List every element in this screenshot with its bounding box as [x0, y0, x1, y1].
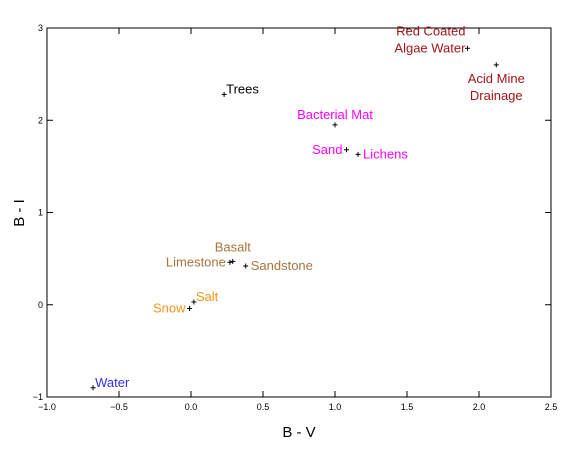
point-label: Limestone: [166, 254, 226, 269]
y-axis-title: B - I: [11, 199, 28, 227]
x-tick-label: −1.0: [38, 402, 56, 412]
point-label-line: Salt: [196, 289, 219, 304]
y-axis-ticks: −1 0 1 2 3: [33, 23, 551, 402]
y-tick-label: 2: [38, 115, 43, 125]
point-label: Snow: [153, 300, 186, 315]
point-label-line: Drainage: [470, 88, 523, 103]
point-sand: Sand: [312, 142, 350, 157]
point-label-line: Sandstone: [251, 258, 313, 273]
x-axis-ticks: −1.0 −0.5 0.0 0.5 1.0 1.5 2.0 2.5: [38, 28, 557, 412]
point-basalt: Basalt: [215, 239, 252, 264]
point-label-line: Water: [95, 375, 130, 390]
point-label: Salt: [196, 289, 219, 304]
point-acid-mine-drainage: Acid Mine Drainage: [468, 62, 525, 103]
point-label: Acid Mine Drainage: [468, 71, 525, 103]
point-label: Bacterial Mat: [297, 107, 373, 122]
x-tick-label: 1.0: [329, 402, 342, 412]
point-label-line: Algae Water: [394, 40, 466, 55]
point-label-line: Limestone: [166, 254, 226, 269]
x-tick-label: 2.0: [473, 402, 486, 412]
y-tick-label: 0: [38, 300, 43, 310]
x-axis-title: B - V: [282, 424, 315, 441]
x-tick-label: 1.5: [401, 402, 414, 412]
point-label: Lichens: [363, 146, 408, 161]
point-label: Trees: [226, 81, 259, 96]
point-lichens: Lichens: [355, 146, 408, 161]
point-bacterial-mat: Bacterial Mat: [297, 107, 373, 128]
point-label: Water: [95, 375, 130, 390]
point-label: Sandstone: [251, 258, 313, 273]
point-label-line: Trees: [226, 81, 259, 96]
x-tick-label: 0.0: [185, 402, 198, 412]
point-salt: Salt: [191, 289, 219, 305]
point-label: Basalt: [215, 239, 252, 254]
point-sandstone: Sandstone: [243, 258, 313, 273]
x-tick-label: 2.5: [545, 402, 558, 412]
point-red-coated-algae-water: Red Coated Algae Water: [394, 23, 470, 55]
point-label-line: Sand: [312, 142, 342, 157]
point-label-line: Lichens: [363, 146, 408, 161]
y-tick-label: 1: [38, 208, 43, 218]
point-trees: Trees: [221, 81, 259, 97]
point-label-line: Snow: [153, 300, 186, 315]
point-label: Red Coated Algae Water: [394, 23, 466, 55]
point-label-line: Red Coated: [396, 23, 465, 38]
data-points: Red Coated Algae Water Acid Mine Drainage Tr…: [90, 23, 525, 391]
point-label-line: Bacterial Mat: [297, 107, 373, 122]
point-limestone: Limestone: [166, 254, 233, 269]
y-tick-label: 3: [38, 23, 43, 33]
point-label-line: Basalt: [215, 239, 252, 254]
y-tick-label: −1: [33, 392, 43, 402]
point-snow: Snow: [153, 300, 193, 315]
point-label-line: Acid Mine: [468, 71, 525, 86]
x-tick-label: 0.5: [257, 402, 270, 412]
point-water: Water: [90, 375, 130, 391]
point-label: Sand: [312, 142, 342, 157]
x-tick-label: −0.5: [110, 402, 128, 412]
